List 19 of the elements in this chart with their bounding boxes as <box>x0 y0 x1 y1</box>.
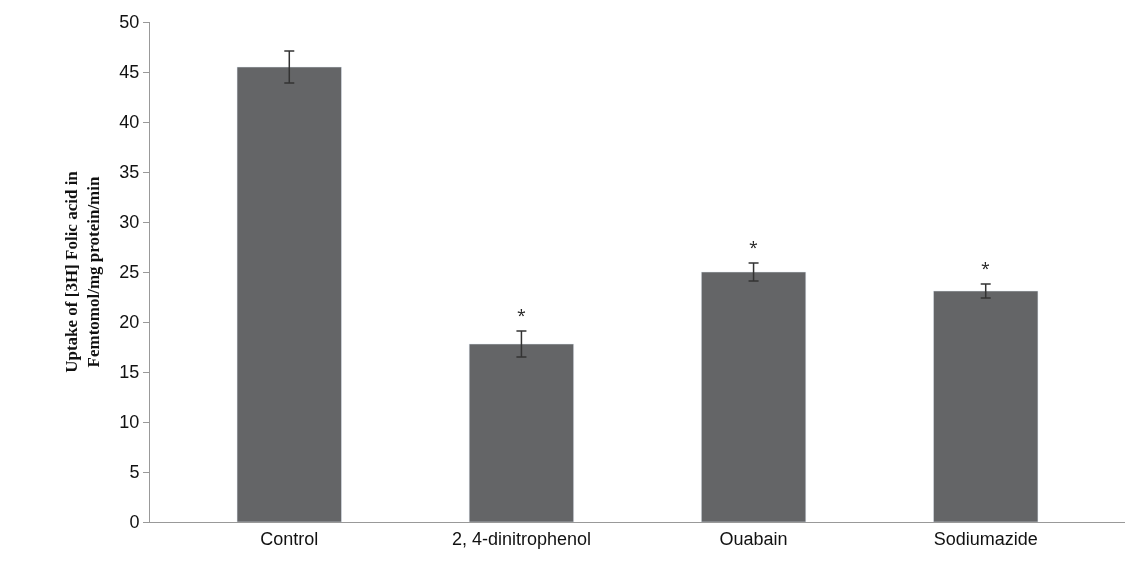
y-tick-label: 50 <box>119 12 140 33</box>
y-tick-label: 25 <box>119 262 140 283</box>
y-tick-label: 10 <box>119 412 140 433</box>
x-tick-label: Ouabain <box>719 528 788 549</box>
data-label: * <box>749 236 758 258</box>
x-tick-label: 2, 4-dinitrophenol <box>451 528 591 549</box>
y-tick-label: 45 <box>119 62 140 83</box>
x-tick-label: Control <box>260 528 319 549</box>
x-tick-label: Sodiumazide <box>933 528 1038 549</box>
y-tick-label: 40 <box>119 112 140 133</box>
y-tick-label: 30 <box>119 212 140 233</box>
y-tick-label: 35 <box>119 162 140 183</box>
y-tick-label: 5 <box>129 462 140 483</box>
y-axis-title: Uptake of [3H] Folic acid in Femtomol/mg protein/min <box>61 170 103 373</box>
y-tick-label: 15 <box>119 362 140 383</box>
data-label: * <box>981 257 990 279</box>
y-tick-label: 0 <box>129 512 140 533</box>
y-tick-label: 20 <box>119 312 140 333</box>
data-label: * <box>517 304 526 326</box>
